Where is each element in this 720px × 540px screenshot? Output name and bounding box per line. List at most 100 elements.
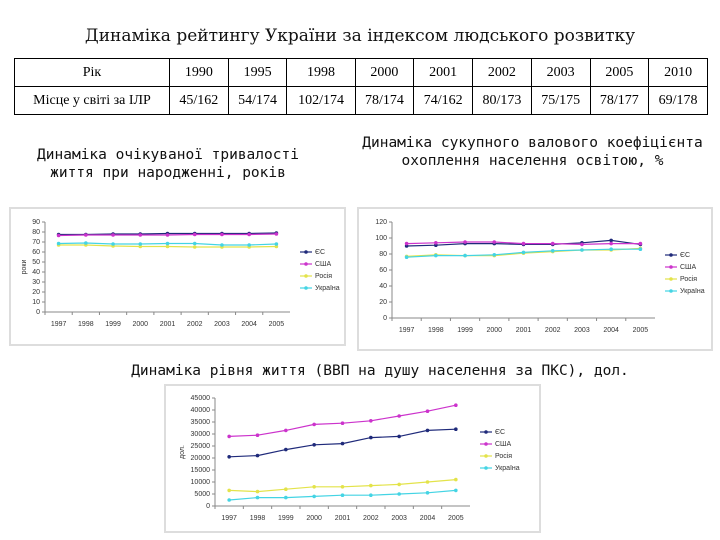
y-tick-label: 40 xyxy=(379,283,387,290)
y-tick-label: 20 xyxy=(32,289,40,296)
x-tick-label: 2001 xyxy=(160,321,176,328)
data-point xyxy=(284,428,288,433)
table-cell: 54/174 xyxy=(227,86,288,115)
table-cell: 80/173 xyxy=(472,86,532,115)
data-point xyxy=(404,241,409,246)
y-tick-label: 0 xyxy=(206,503,210,510)
data-point xyxy=(255,495,260,500)
data-point xyxy=(434,253,438,258)
table-row: Рік 1990 1995 1998 2000 2001 2002 2003 2005 2010 xyxy=(14,58,708,87)
data-point xyxy=(274,242,279,246)
legend-marker xyxy=(304,274,308,278)
y-tick-label: 90 xyxy=(32,219,40,226)
y-tick-label: 60 xyxy=(32,249,40,256)
data-point xyxy=(227,434,231,439)
data-point xyxy=(463,240,467,244)
table-cell: 78/177 xyxy=(589,86,650,115)
table-row: Місце у світі за ІЛР 45/162 54/174 102/174 7… xyxy=(14,86,708,115)
data-point xyxy=(274,232,279,236)
y-tick-label: 30 xyxy=(32,279,40,286)
y-tick-label: 10 xyxy=(32,299,40,306)
data-point xyxy=(284,487,288,492)
legend-marker xyxy=(669,277,673,281)
x-tick-label: 1997 xyxy=(221,515,237,522)
data-point xyxy=(550,249,555,253)
data-point xyxy=(521,250,526,255)
y-tick-label: 60 xyxy=(379,267,387,274)
data-point xyxy=(454,488,458,493)
data-point xyxy=(550,241,555,246)
chart-frame xyxy=(9,207,346,346)
y-tick-label: 30000 xyxy=(191,431,211,438)
data-point xyxy=(425,409,430,414)
y-tick-label: 0 xyxy=(383,315,387,322)
legend-marker xyxy=(669,289,673,293)
data-point xyxy=(580,248,584,252)
y-tick-label: 25000 xyxy=(191,443,211,450)
table-cell: 2010 xyxy=(648,58,708,87)
y-tick-label: 50 xyxy=(32,259,40,266)
data-point xyxy=(369,493,373,498)
data-point xyxy=(274,244,279,249)
legend-label: ЄС xyxy=(680,252,690,259)
data-point xyxy=(111,242,115,246)
data-point xyxy=(369,419,373,423)
legend-label: Росія xyxy=(680,275,697,283)
legend-marker xyxy=(484,430,488,434)
table-cell: 2001 xyxy=(413,58,474,87)
table-cell: 2002 xyxy=(472,58,532,87)
legend-marker xyxy=(484,466,488,470)
x-tick-label: 2002 xyxy=(363,515,379,522)
y-tick-label: 120 xyxy=(375,219,387,226)
legend-label: Україна xyxy=(315,285,340,292)
data-point xyxy=(454,477,458,482)
data-point xyxy=(255,433,260,438)
x-tick-label: 2004 xyxy=(603,327,619,334)
x-tick-label: 1999 xyxy=(457,327,473,334)
y-tick-label: 40000 xyxy=(191,407,211,414)
x-tick-label: 2000 xyxy=(306,515,322,522)
data-point xyxy=(284,495,288,500)
data-point xyxy=(255,489,260,494)
y-tick-label: 20000 xyxy=(191,455,211,462)
data-point xyxy=(165,233,170,237)
x-tick-label: 2005 xyxy=(633,327,649,334)
x-tick-label: 2005 xyxy=(448,515,464,522)
data-point xyxy=(165,244,170,249)
y-tick-label: 0 xyxy=(36,309,40,316)
data-point xyxy=(609,241,613,246)
rating-table: Рік 1990 1995 1998 2000 2001 2002 2003 2005 2010 М… xyxy=(14,58,708,115)
x-tick-label: 1999 xyxy=(105,321,121,328)
legend-label: Україна xyxy=(495,465,520,472)
data-point xyxy=(227,455,231,459)
x-tick-label: 2004 xyxy=(241,321,257,328)
y-tick-label: 80 xyxy=(379,251,387,258)
legend-label: США xyxy=(315,261,331,268)
legend-marker xyxy=(304,286,308,290)
data-point xyxy=(397,434,401,439)
table-cell: 1995 xyxy=(227,58,288,87)
data-point xyxy=(84,233,88,237)
chart-title: Динаміка очікуваної тривалості життя при… xyxy=(37,147,299,181)
x-tick-label: 1998 xyxy=(78,321,94,328)
data-point xyxy=(192,245,197,249)
data-point xyxy=(312,443,316,447)
y-tick-label: 15000 xyxy=(191,467,211,474)
data-point xyxy=(284,447,288,452)
data-point xyxy=(111,233,115,237)
data-point xyxy=(255,453,260,458)
x-tick-label: 1998 xyxy=(428,327,444,334)
data-point xyxy=(138,244,143,249)
data-point xyxy=(312,422,316,427)
data-point xyxy=(138,242,143,246)
x-tick-label: 2001 xyxy=(516,327,532,334)
data-point xyxy=(192,232,197,237)
data-point xyxy=(369,435,373,440)
table-cell: 2003 xyxy=(530,58,591,87)
y-tick-label: 100 xyxy=(375,235,387,242)
data-point xyxy=(340,421,345,426)
y-axis-label: дол. xyxy=(179,445,186,459)
y-tick-label: 5000 xyxy=(194,491,210,498)
data-point xyxy=(463,253,467,258)
